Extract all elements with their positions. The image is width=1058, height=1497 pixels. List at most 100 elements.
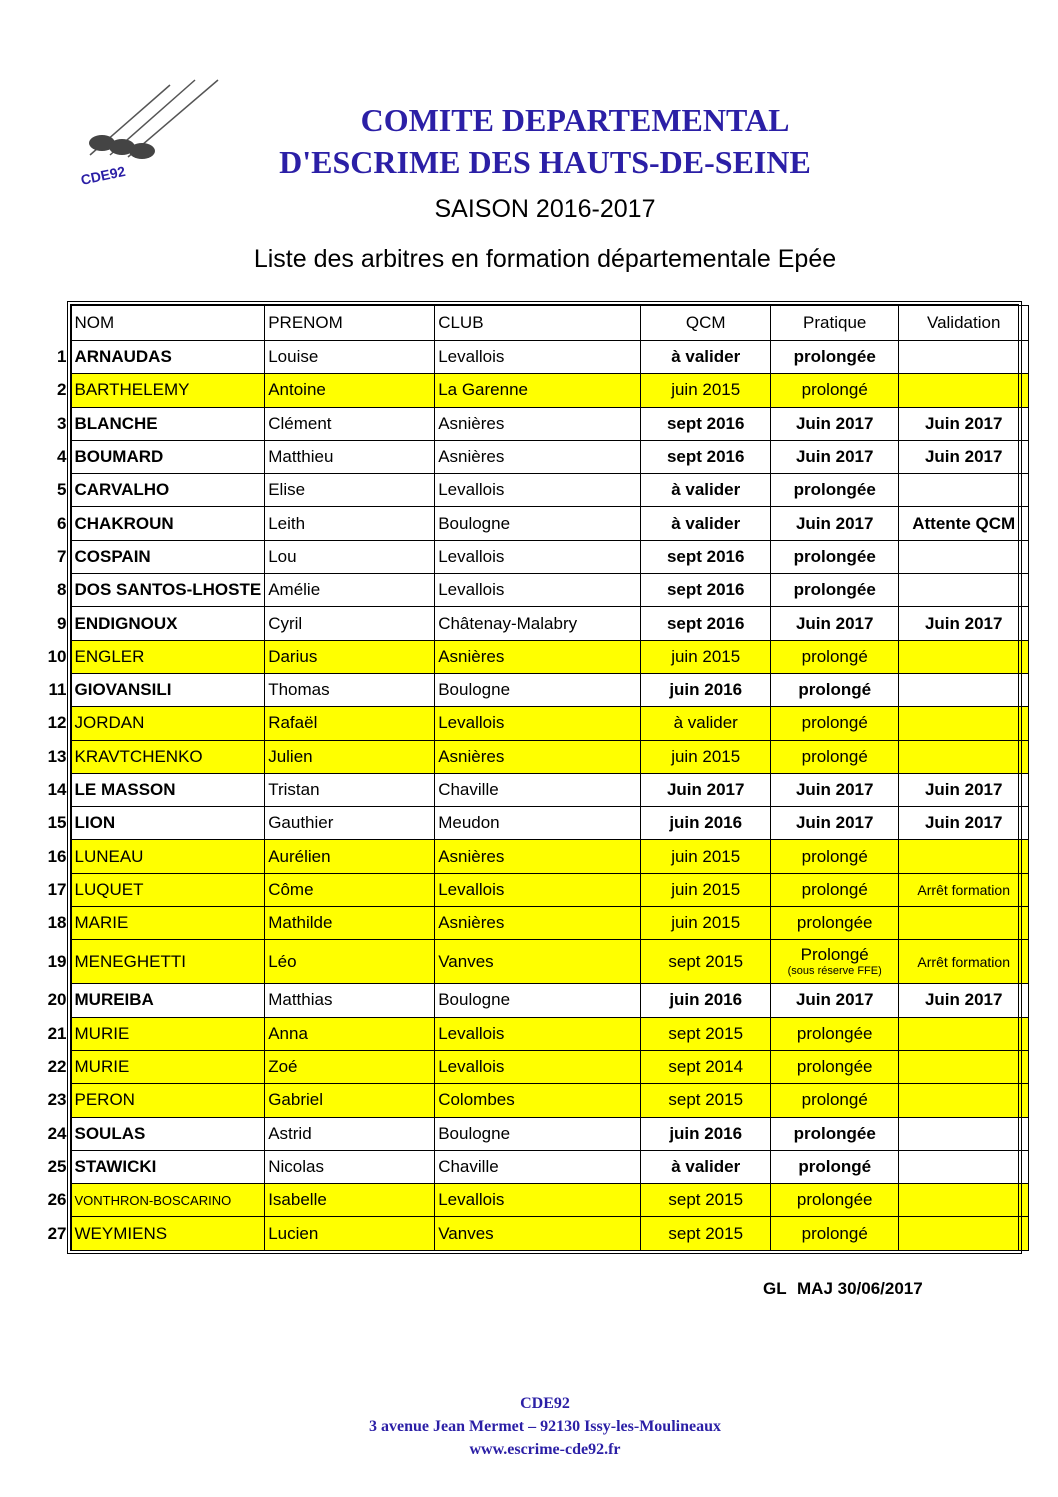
table-cell [898, 1016, 1030, 1051]
table-row: 16 LUNEAU Aurélien Asnières juin 2015 prolong… [36, 839, 1030, 874]
season: SAISON 2016-2017 [434, 195, 656, 223]
column-header: CLUB [434, 305, 642, 341]
table-cell: LUQUET [70, 872, 266, 908]
table-cell: Arrêt formation [898, 939, 1030, 985]
table-cell: Chaville [434, 772, 642, 808]
table-cell: VONTHRON-BOSCARINO [70, 1183, 266, 1218]
table-cell: Chaville [434, 1149, 642, 1185]
table-cell: STAWICKI [70, 1149, 266, 1185]
table-cell: Louise [264, 339, 436, 375]
table-cell: ENGLER [70, 639, 266, 674]
footer-name: CDE92 [520, 1395, 570, 1412]
row-number: 18 [47, 913, 67, 933]
table-cell: Juin 2017 [898, 983, 1030, 1018]
update-author: GL [763, 1279, 787, 1298]
table-cell: BOUMARD [70, 439, 266, 475]
table-cell [898, 739, 1030, 774]
table-cell: DOS SANTOS-LHOSTE [70, 573, 266, 608]
table-cell: juin 2016 [640, 672, 772, 708]
table-cell: Asnières [434, 439, 642, 475]
table-row: 26 VONTHRON-BOSCARINO Isabelle Levallois sep… [36, 1183, 1030, 1218]
table-cell: ENDIGNOUX [70, 606, 266, 641]
row-number: 25 [47, 1156, 67, 1176]
table-cell: Clément [264, 406, 436, 441]
table-cell [898, 1216, 1030, 1251]
table-cell: sept 2016 [640, 606, 772, 641]
table-cell: Boulogne [434, 983, 642, 1018]
table-cell: Asnières [434, 739, 642, 774]
table-cell: sept 2015 [640, 1183, 772, 1218]
table-cell: Vanves [434, 939, 642, 985]
column-header: Pratique [770, 305, 900, 341]
table-cell: Tristan [264, 772, 436, 808]
row-number: 5 [57, 480, 67, 500]
table-cell: Levallois [434, 573, 642, 608]
logo: CDE92 [79, 79, 219, 188]
row-number [36, 306, 71, 341]
table-cell: Mathilde [264, 906, 436, 941]
table-cell: Côme [264, 872, 436, 908]
table-cell: Matthias [264, 983, 436, 1018]
table-cell: sept 2015 [640, 1016, 772, 1051]
table-cell: Asnières [434, 406, 642, 441]
table-cell: Juin 2017 [770, 806, 900, 841]
table-cell: PERON [70, 1083, 266, 1118]
row-number: 12 [47, 713, 67, 733]
table-cell [898, 1116, 1030, 1151]
table-cell [898, 1149, 1030, 1185]
table-cell: juin 2016 [640, 983, 772, 1018]
table-cell: sept 2016 [640, 539, 772, 575]
table-row: 27 WEYMIENS Lucien Vanves sept 2015 prolongé [36, 1216, 1030, 1251]
table-cell: Asnières [434, 906, 642, 941]
table-cell: Levallois [434, 1016, 642, 1051]
table-cell: Juin 2017 [770, 606, 900, 641]
table-row: 23 PERON Gabriel Colombes sept 2015 prolongé [36, 1083, 1030, 1118]
table-cell: CARVALHO [70, 473, 266, 508]
column-header: PRENOM [264, 305, 436, 341]
table-cell: BLANCHE [70, 406, 266, 441]
table-cell: LUNEAU [70, 839, 266, 874]
table-row: 13 KRAVTCHENKO Julien Asnières juin 2015 prol… [36, 739, 1030, 774]
table-cell: juin 2016 [640, 1116, 772, 1151]
table-cell: Juin 2017 [770, 406, 900, 441]
row-number: 4 [57, 447, 67, 467]
table-cell: LE MASSON [70, 772, 266, 808]
row-number: 21 [47, 1023, 67, 1043]
table-cell: prolongée [770, 539, 900, 575]
table-cell: prolongée [770, 906, 900, 941]
table-cell: Juin 2017 [898, 806, 1030, 841]
title: COMITE DEPARTEMENTAL [360, 102, 790, 138]
table-cell: CHAKROUN [70, 506, 266, 541]
row-number: 27 [47, 1223, 67, 1243]
table-row: 21 MURIE Anna Levallois sept 2015 prolongée [36, 1016, 1030, 1051]
title: D'ESCRIME DES HAUTS-DE-SEINE [279, 144, 811, 180]
table-cell: Levallois [434, 1049, 642, 1085]
row-number: 3 [57, 413, 67, 433]
table-row: 2 BARTHELEMY Antoine La Garenne juin 2015 pro… [36, 373, 1030, 408]
table-cell: Zoé [264, 1049, 436, 1085]
table-cell: juin 2015 [640, 839, 772, 874]
table-cell: MURIE [70, 1016, 266, 1051]
row-number: 14 [47, 780, 67, 799]
row-number: 8 [57, 580, 67, 600]
table-cell: KRAVTCHENKO [70, 739, 266, 774]
table-cell [898, 639, 1030, 674]
table-cell [898, 906, 1030, 941]
referee-table: NOM PRENOM CLUB QCM Pratique Validation 1 ARNAU… [36, 305, 1030, 1251]
table-cell: Juin 2017 [898, 439, 1030, 475]
table-cell: Juin 2017 [898, 772, 1030, 808]
table-row: 24 SOULAS Astrid Boulogne juin 2016 prolongée [36, 1116, 1030, 1151]
table-cell: à valider [640, 473, 772, 508]
table-cell: prolongé [770, 672, 900, 708]
table-cell: juin 2015 [640, 373, 772, 408]
table-row: 15 LION Gauthier Meudon juin 2016 Juin 2017 Ju… [36, 806, 1030, 841]
table-cell [898, 672, 1030, 708]
table-cell: JORDAN [70, 706, 266, 741]
table-cell: Prolongé (sous réserve FFE) [770, 939, 900, 985]
table-row: 11 GIOVANSILI Thomas Boulogne juin 2016 prolo… [36, 672, 1030, 708]
table-cell [898, 373, 1030, 408]
table-cell: Amélie [264, 573, 436, 608]
table-cell: sept 2016 [640, 439, 772, 475]
row-number: 13 [47, 746, 67, 766]
